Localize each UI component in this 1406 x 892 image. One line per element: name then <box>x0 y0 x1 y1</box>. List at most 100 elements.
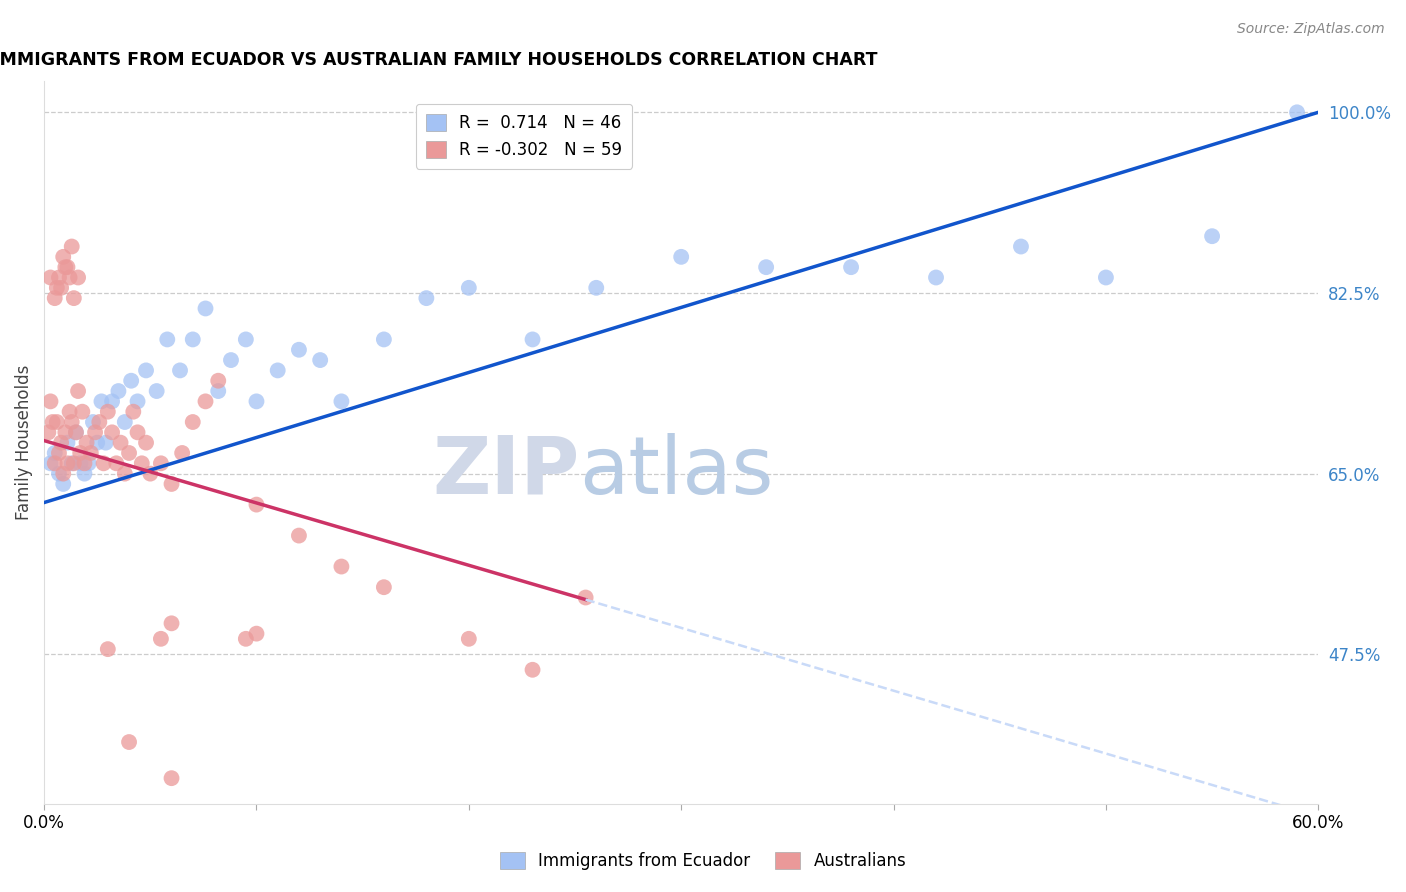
Point <box>245 394 267 409</box>
Point <box>58 405 80 419</box>
Point <box>925 270 948 285</box>
Point <box>118 446 141 460</box>
Point <box>373 580 395 594</box>
Point <box>44 456 66 470</box>
Point <box>97 642 120 657</box>
Point <box>69 456 91 470</box>
Point <box>41 415 63 429</box>
Point <box>93 456 115 470</box>
Point <box>522 333 544 347</box>
Point <box>181 333 204 347</box>
Point <box>135 363 157 377</box>
Point <box>48 446 70 460</box>
Point <box>37 425 59 440</box>
Point <box>53 425 76 440</box>
Point <box>160 477 183 491</box>
Point <box>131 456 153 470</box>
Point <box>44 291 66 305</box>
Point <box>669 250 692 264</box>
Point <box>267 363 290 377</box>
Point <box>73 467 96 481</box>
Point <box>63 456 86 470</box>
Point <box>1010 239 1032 253</box>
Point <box>39 394 62 409</box>
Point <box>1095 270 1118 285</box>
Point <box>77 456 100 470</box>
Point <box>72 405 94 419</box>
Point <box>160 771 183 785</box>
Point <box>145 384 167 398</box>
Point <box>80 446 103 460</box>
Point <box>330 394 353 409</box>
Point <box>415 291 437 305</box>
Point <box>457 632 479 646</box>
Point <box>89 415 111 429</box>
Legend: R =  0.714   N = 46, R = -0.302   N = 59: R = 0.714 N = 46, R = -0.302 N = 59 <box>416 104 631 169</box>
Point <box>58 270 80 285</box>
Point <box>330 559 353 574</box>
Point <box>207 384 229 398</box>
Point <box>522 663 544 677</box>
Point <box>194 301 217 316</box>
Point <box>160 616 183 631</box>
Point <box>39 456 62 470</box>
Point <box>156 333 179 347</box>
Point <box>1286 105 1309 120</box>
Point <box>235 632 257 646</box>
Point <box>52 250 75 264</box>
Point <box>172 446 194 460</box>
Point <box>65 425 87 440</box>
Point <box>48 270 70 285</box>
Point <box>86 435 108 450</box>
Point <box>122 405 145 419</box>
Point <box>181 415 204 429</box>
Point <box>45 415 67 429</box>
Point <box>149 456 172 470</box>
Point <box>245 498 267 512</box>
Point <box>245 626 267 640</box>
Point <box>49 435 72 450</box>
Point <box>56 435 79 450</box>
Text: IMMIGRANTS FROM ECUADOR VS AUSTRALIAN FAMILY HOUSEHOLDS CORRELATION CHART: IMMIGRANTS FROM ECUADOR VS AUSTRALIAN FA… <box>0 51 877 69</box>
Point <box>52 467 75 481</box>
Point <box>63 291 86 305</box>
Point <box>755 260 778 275</box>
Point <box>169 363 191 377</box>
Point <box>60 239 83 253</box>
Legend: Immigrants from Ecuador, Australians: Immigrants from Ecuador, Australians <box>494 845 912 877</box>
Text: ZIP: ZIP <box>432 433 579 510</box>
Point <box>373 333 395 347</box>
Y-axis label: Family Households: Family Households <box>15 365 32 520</box>
Point <box>44 446 66 460</box>
Point <box>288 343 311 357</box>
Point <box>194 394 217 409</box>
Point <box>288 528 311 542</box>
Point <box>120 374 142 388</box>
Point <box>235 333 257 347</box>
Point <box>67 384 90 398</box>
Point <box>118 735 141 749</box>
Point <box>90 394 112 409</box>
Point <box>839 260 862 275</box>
Point <box>219 353 242 368</box>
Point <box>110 435 132 450</box>
Point <box>56 456 79 470</box>
Point <box>53 260 76 275</box>
Point <box>65 425 87 440</box>
Point <box>97 405 120 419</box>
Point <box>101 394 124 409</box>
Point <box>457 281 479 295</box>
Point <box>1201 229 1223 244</box>
Point <box>114 467 136 481</box>
Point <box>73 456 96 470</box>
Point <box>149 632 172 646</box>
Point <box>60 415 83 429</box>
Point <box>575 591 598 605</box>
Point <box>67 270 90 285</box>
Point <box>105 456 128 470</box>
Point <box>101 425 124 440</box>
Point <box>135 435 157 450</box>
Point <box>76 435 98 450</box>
Point <box>127 425 149 440</box>
Point <box>107 384 129 398</box>
